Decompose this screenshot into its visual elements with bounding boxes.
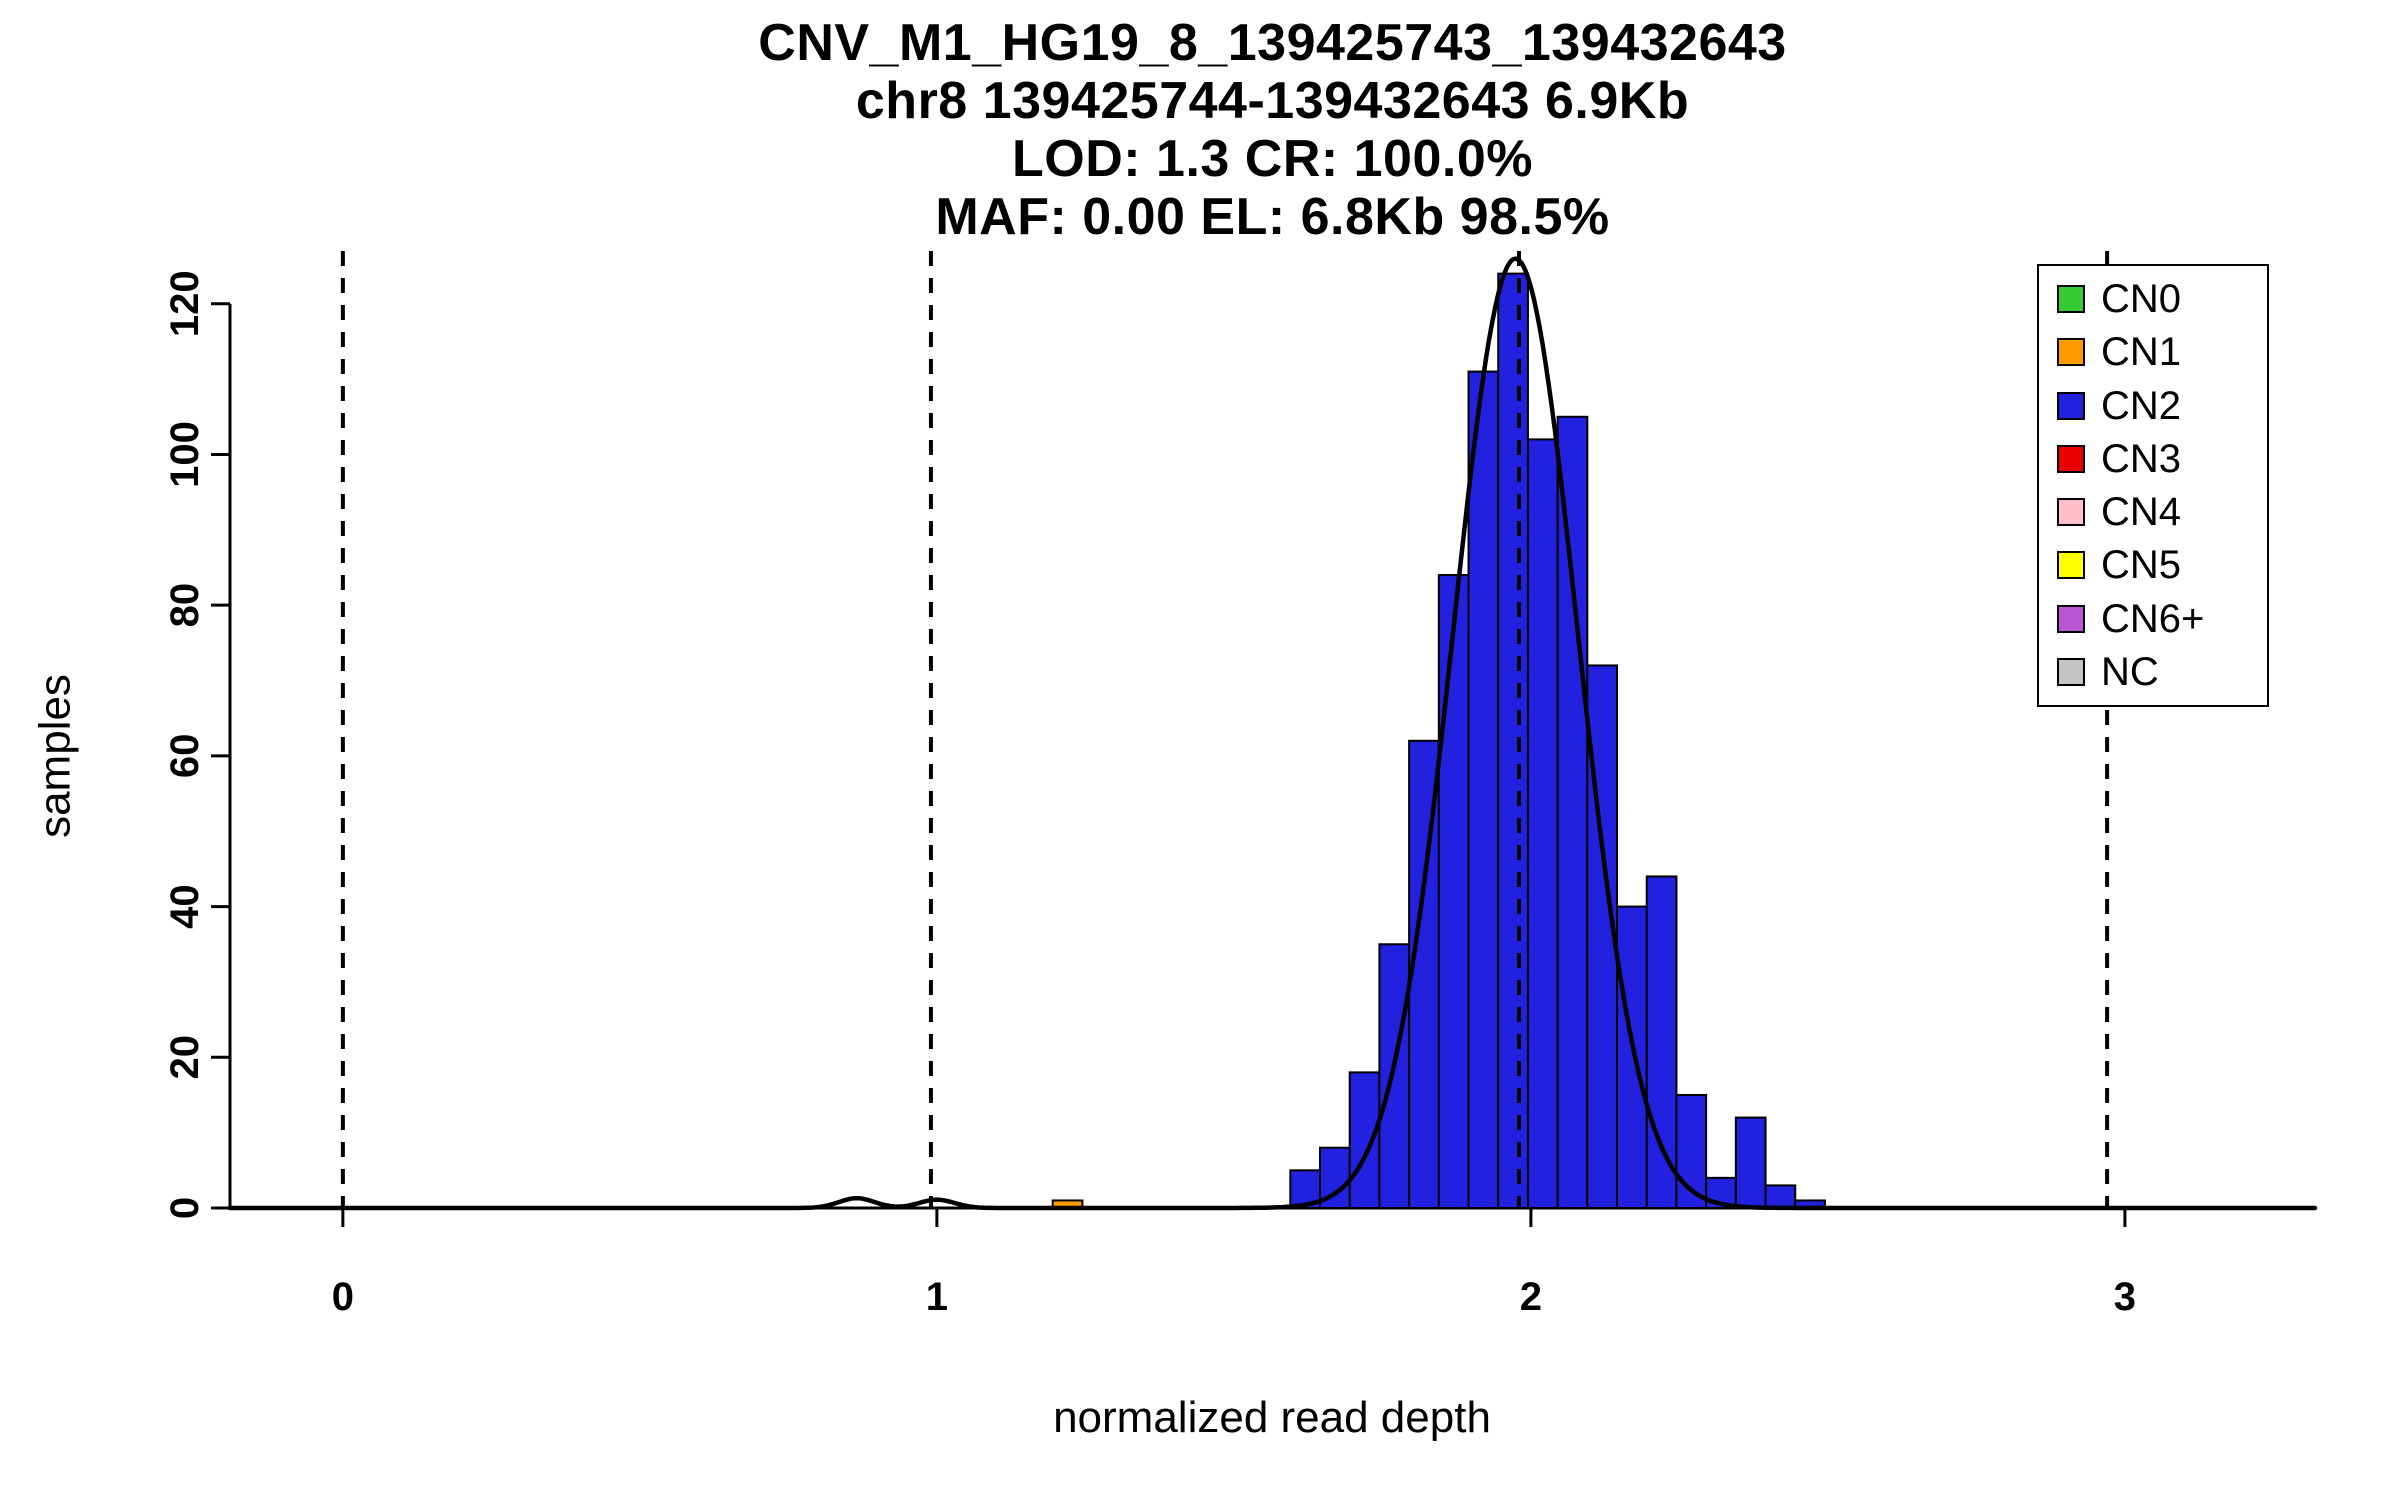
legend-label-cn3: CN3 — [2101, 436, 2182, 481]
legend-swatch-cn3 — [2057, 444, 2085, 473]
plot-title-line-4: MAF: 0.00 EL: 6.8Kb 98.5% — [935, 188, 1610, 246]
plot-title-block: CNV_M1_HG19_8_139425743_139432643 chr8 1… — [230, 14, 2315, 246]
legend-swatch-cn4 — [2057, 498, 2085, 527]
legend-entry-cn6plus: CN6+ — [2057, 599, 2267, 639]
histogram-bar-cn2 — [1348, 1071, 1381, 1209]
histogram-bar-cn2 — [1526, 438, 1559, 1210]
legend-label-cn0: CN0 — [2101, 277, 2182, 322]
plot-title-line-1: CNV_M1_HG19_8_139425743_139432643 — [758, 14, 1787, 72]
plot-title-line-2: chr8 139425744-139432643 6.9Kb — [855, 72, 1690, 130]
legend-swatch-cn2 — [2057, 391, 2085, 420]
y-tick-label: 40 — [163, 884, 207, 929]
legend-label-cn1: CN1 — [2101, 330, 2182, 375]
legend-label-cn2: CN2 — [2101, 383, 2182, 428]
histogram-bar-cn2 — [1467, 370, 1500, 1209]
y-axis-title: samples — [31, 674, 80, 838]
legend-entry-cn5: CN5 — [2057, 545, 2267, 585]
y-tick-label: 100 — [163, 421, 207, 488]
x-axis-title: normalized read depth — [1053, 1393, 1491, 1442]
legend-entry-cn3: CN3 — [2057, 439, 2267, 479]
x-tick-label: 3 — [2114, 1275, 2136, 1319]
legend-entry-cn0: CN0 — [2057, 279, 2267, 319]
histogram-bar-cn2 — [1497, 272, 1529, 1209]
plot-title-line-3: LOD: 1.3 CR: 100.0% — [1012, 130, 1533, 188]
legend-entry-nc: NC — [2057, 652, 2267, 692]
y-tick-label: 20 — [163, 1035, 207, 1080]
legend-entry-cn1: CN1 — [2057, 332, 2267, 372]
histogram-bar-cn2 — [1556, 415, 1589, 1209]
legend-swatch-cn0 — [2057, 285, 2085, 314]
y-tick-label: 80 — [163, 583, 207, 628]
density-curve — [227, 256, 2318, 1211]
histogram-bar-cn2 — [1616, 905, 1648, 1210]
legend-swatch-cn6plus — [2057, 604, 2085, 633]
legend-entry-cn2: CN2 — [2057, 386, 2267, 426]
legend-swatch-nc — [2057, 657, 2085, 686]
x-tick-label: 0 — [332, 1275, 354, 1319]
legend-swatch-cn1 — [2057, 338, 2085, 367]
y-tick-label: 60 — [163, 734, 207, 779]
histogram-bar-cn2 — [1437, 574, 1470, 1209]
y-tick-label: 0 — [163, 1197, 207, 1219]
legend-label-cn5: CN5 — [2101, 543, 2182, 588]
x-tick-label: 2 — [1520, 1275, 1542, 1319]
histogram-bar-cn2 — [1645, 875, 1678, 1209]
legend-swatch-cn5 — [2057, 551, 2085, 580]
legend-label-cn6plus: CN6+ — [2101, 596, 2205, 641]
x-tick-label: 1 — [926, 1275, 948, 1319]
legend-label-cn4: CN4 — [2101, 490, 2182, 535]
histogram-bar-cn2 — [1705, 1176, 1737, 1210]
legend-entry-cn4: CN4 — [2057, 492, 2267, 532]
legend-label-nc: NC — [2101, 649, 2159, 694]
histogram-bar-cn2 — [1764, 1184, 1797, 1209]
plot-legend: CN0 CN1 CN2 CN3 CN4 CN5 CN6+ NC — [2037, 264, 2269, 707]
histogram-bar-cn2 — [1378, 943, 1411, 1209]
y-tick-label: 120 — [163, 270, 207, 337]
histogram-bar-cn2 — [1734, 1116, 1767, 1210]
